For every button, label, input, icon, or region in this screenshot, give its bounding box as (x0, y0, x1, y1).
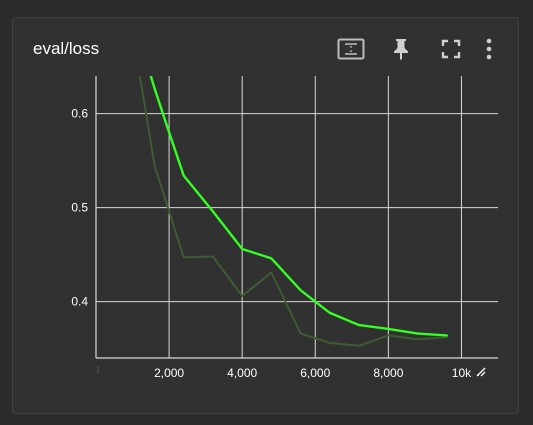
x-tick-label: 4,000 (227, 366, 257, 380)
fit-domain-button[interactable] (326, 37, 376, 61)
grid-lines (96, 76, 498, 358)
card-toolbar (326, 37, 502, 61)
y-tick-label: 0.5 (71, 201, 88, 215)
y-tick-label: 0.6 (71, 107, 88, 121)
series-lines (138, 76, 448, 347)
fit-domain-icon (337, 38, 365, 60)
fullscreen-icon (441, 39, 461, 59)
resize-handle-icon[interactable] (475, 366, 487, 378)
x-tick-label: 10k (452, 366, 472, 380)
x-tick-label: 2,000 (154, 366, 184, 380)
fullscreen-button[interactable] (426, 37, 476, 61)
card-title: eval/loss (33, 39, 100, 58)
more-options-button[interactable] (476, 37, 502, 61)
tick-labels: 2,000 4,000 6,000 8,000 10k 0.4 0.5 0.6 (71, 107, 472, 380)
pin-icon (394, 39, 408, 60)
smoothed-series-line (149, 76, 448, 337)
pin-button[interactable] (376, 37, 426, 61)
y-tick-label: 0.4 (71, 295, 88, 309)
x-tick-label: 6,000 (300, 366, 330, 380)
x-tick-label: 8,000 (373, 366, 403, 380)
more-vert-icon (486, 38, 492, 60)
axes (95, 76, 498, 374)
raw-series-line (138, 76, 448, 347)
